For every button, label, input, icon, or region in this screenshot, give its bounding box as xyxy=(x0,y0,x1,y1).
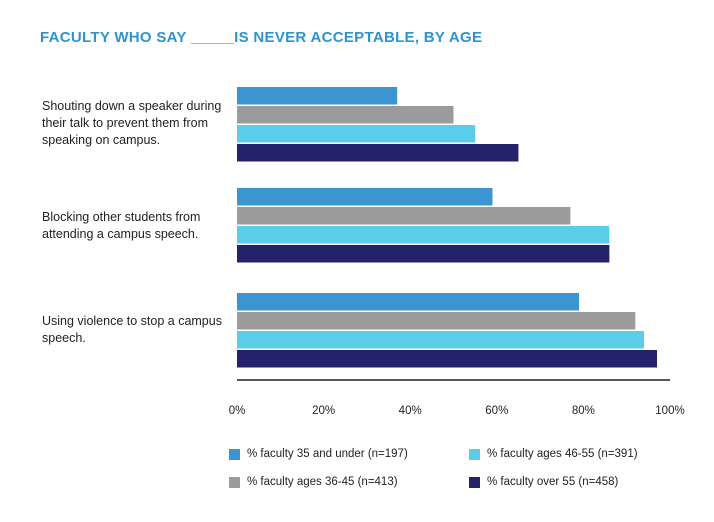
x-tick-label: 0% xyxy=(229,405,246,417)
bar-2-2 xyxy=(237,331,645,349)
legend-label: % faculty ages 46-55 (n=391) xyxy=(487,448,638,460)
x-tick-label: 60% xyxy=(485,405,508,417)
legend-item: % faculty ages 36-45 (n=413) xyxy=(229,474,398,490)
chart-title: FACULTY WHO SAY _____IS NEVER ACCEPTABLE… xyxy=(40,29,483,46)
legend-item: % faculty ages 46-55 (n=391) xyxy=(469,446,638,462)
legend-item: % faculty 35 and under (n=197) xyxy=(229,446,408,462)
legend-label: % faculty over 55 (n=458) xyxy=(487,476,619,488)
bar-2-3 xyxy=(237,350,658,368)
bar-1-0 xyxy=(237,188,493,206)
bar-0-1 xyxy=(237,106,454,124)
legend-label: % faculty ages 36-45 (n=413) xyxy=(247,476,398,488)
bar-1-3 xyxy=(237,245,610,263)
bar-0-3 xyxy=(237,144,519,162)
category-label: Blocking other students from attending a… xyxy=(42,210,201,241)
legend-item: % faculty over 55 (n=458) xyxy=(469,474,618,490)
x-tick-label: 100% xyxy=(655,405,684,417)
legend-swatch xyxy=(469,448,480,460)
legend-swatch xyxy=(229,448,240,460)
x-tick-label: 40% xyxy=(399,405,422,417)
x-tick-label: 20% xyxy=(312,405,335,417)
bar-2-1 xyxy=(237,312,636,330)
legend-label: % faculty 35 and under (n=197) xyxy=(247,448,408,460)
x-tick-label: 80% xyxy=(572,405,595,417)
bar-0-0 xyxy=(237,87,398,105)
legend-swatch xyxy=(469,476,480,488)
bar-0-2 xyxy=(237,125,476,143)
category-label: Using violence to stop a campus speech. xyxy=(42,314,222,345)
bar-1-1 xyxy=(237,207,571,225)
legend-swatch xyxy=(229,476,240,488)
bar-1-2 xyxy=(237,226,610,244)
category-label: Shouting down a speaker during their tal… xyxy=(42,99,222,147)
bar-2-0 xyxy=(237,293,580,311)
